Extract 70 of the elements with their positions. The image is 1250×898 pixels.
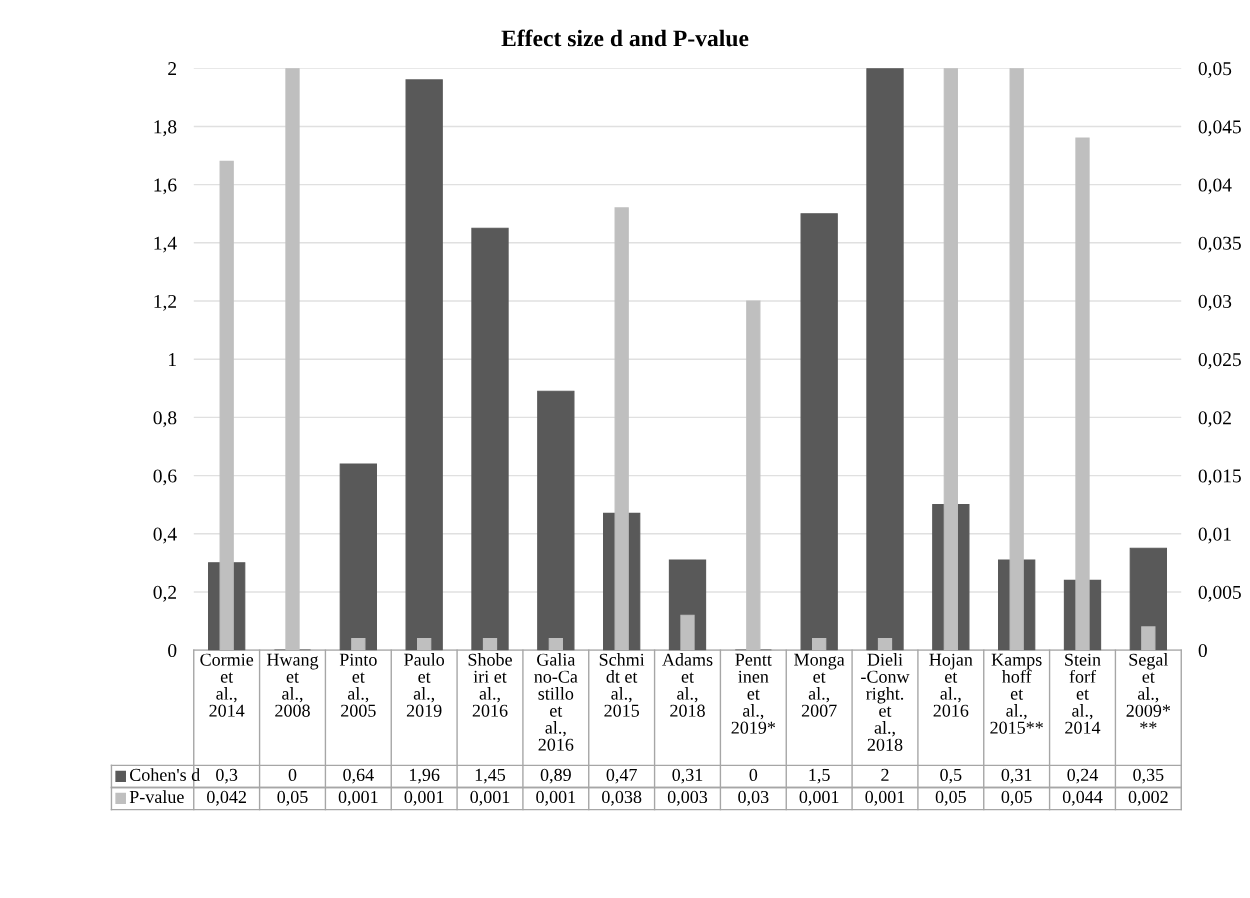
data-label: 0,31 [1001,768,1032,784]
x-tick-label: Kampshoff et al., 2015** [990,653,1043,734]
data-label: 0 [288,768,297,781]
y-tick-label: 0,6 [153,469,177,486]
y2-tick-label: 0,035 [1198,236,1241,253]
y-tick-label: 0 [168,643,177,658]
y2-tick-label: 0,02 [1198,411,1231,428]
x-tick-label: Paulo et al., 2019 [404,653,445,717]
x-tick-label: Pinto et al., 2005 [339,653,377,717]
x-tick-label: Schmidt et al., 2015 [599,653,645,717]
y-tick-label: 1,8 [154,120,177,137]
x-tick-label: Monga et al., 2007 [794,653,845,717]
y2-tick-label: 0,015 [1198,469,1241,486]
y-tick-label: 1,6 [154,178,177,195]
data-label: 0,001 [404,790,444,806]
y2-tick-label: 0,025 [1198,353,1241,369]
data-label: 0,001 [338,790,378,806]
x-tick-label: Dieli-Conwright. et al., 2018 [861,653,910,751]
y-tick-label: 1,4 [154,236,177,253]
data-label: 0,044 [1062,790,1103,806]
data-label: 0,001 [865,790,905,806]
data-label: 0,038 [602,790,642,806]
x-tick-label: Galiano-Castillo et al., 2016 [534,653,578,751]
data-label: 0,31 [672,768,703,784]
data-label: 0,001 [470,790,510,806]
x-tick-label: Hojan et al., 2016 [929,653,973,717]
y-tick-label: 1 [169,353,176,366]
x-tick-label: Segal et al., 2009*** [1126,653,1171,729]
y2-tick-label: 0 [1198,643,1207,658]
y2-tick-label: 0,05 [1198,62,1232,78]
y-tick-label: 0,4 [153,527,177,544]
y-tick-label: 1,2 [154,294,177,311]
data-label: 0,35 [1133,768,1164,784]
y2-tick-label: 0,04 [1198,178,1232,195]
data-label: 1,45 [475,768,506,784]
x-tick-label: Shobeiri et al., 2016 [468,653,512,717]
data-label: 0,05 [1001,790,1032,806]
data-label: 0,042 [207,790,246,806]
chart-title: Effect size d and P-value [501,29,749,47]
data-label: 1,5 [809,768,830,784]
data-label: 0 [749,768,758,781]
data-label: 0,003 [667,790,708,806]
x-tick-label: Steinforf et al., 2014 [1065,653,1101,734]
legend-label: P-value [129,790,184,804]
legend-label: Cohen's d [129,768,200,781]
data-label: 0,05 [935,790,966,806]
x-tick-label: Adams et al., 2018 [662,653,713,717]
y-tick-label: 0,2 [153,585,177,602]
y2-tick-label: 0,01 [1198,527,1231,544]
data-label: 0,5 [940,768,962,784]
y-tick-label: 2 [168,62,177,75]
x-tick-label: Hwang et al., 2008 [266,653,319,717]
data-label: 0,05 [277,790,308,806]
x-tick-label: Cormie et al., 2014 [200,653,254,717]
data-label: 1,96 [409,768,440,784]
y2-tick-label: 0,045 [1198,120,1241,137]
data-label: 0,002 [1128,790,1168,806]
y2-tick-label: 0,03 [1198,294,1232,311]
data-label: 0,001 [799,790,839,806]
data-label: 0,24 [1067,768,1099,784]
data-label: 0,001 [536,790,576,806]
data-label: 0,89 [540,768,571,784]
y2-tick-label: 0,005 [1198,585,1241,602]
data-label: 0,03 [738,790,769,806]
data-label: 0,47 [606,768,637,784]
y-tick-label: 0,8 [153,411,177,428]
x-tick-label: Penttinen et al., 2019* [731,653,776,734]
data-label: 2 [881,768,889,781]
data-label: 0,3 [216,768,238,784]
data-label: 0,64 [343,768,374,784]
